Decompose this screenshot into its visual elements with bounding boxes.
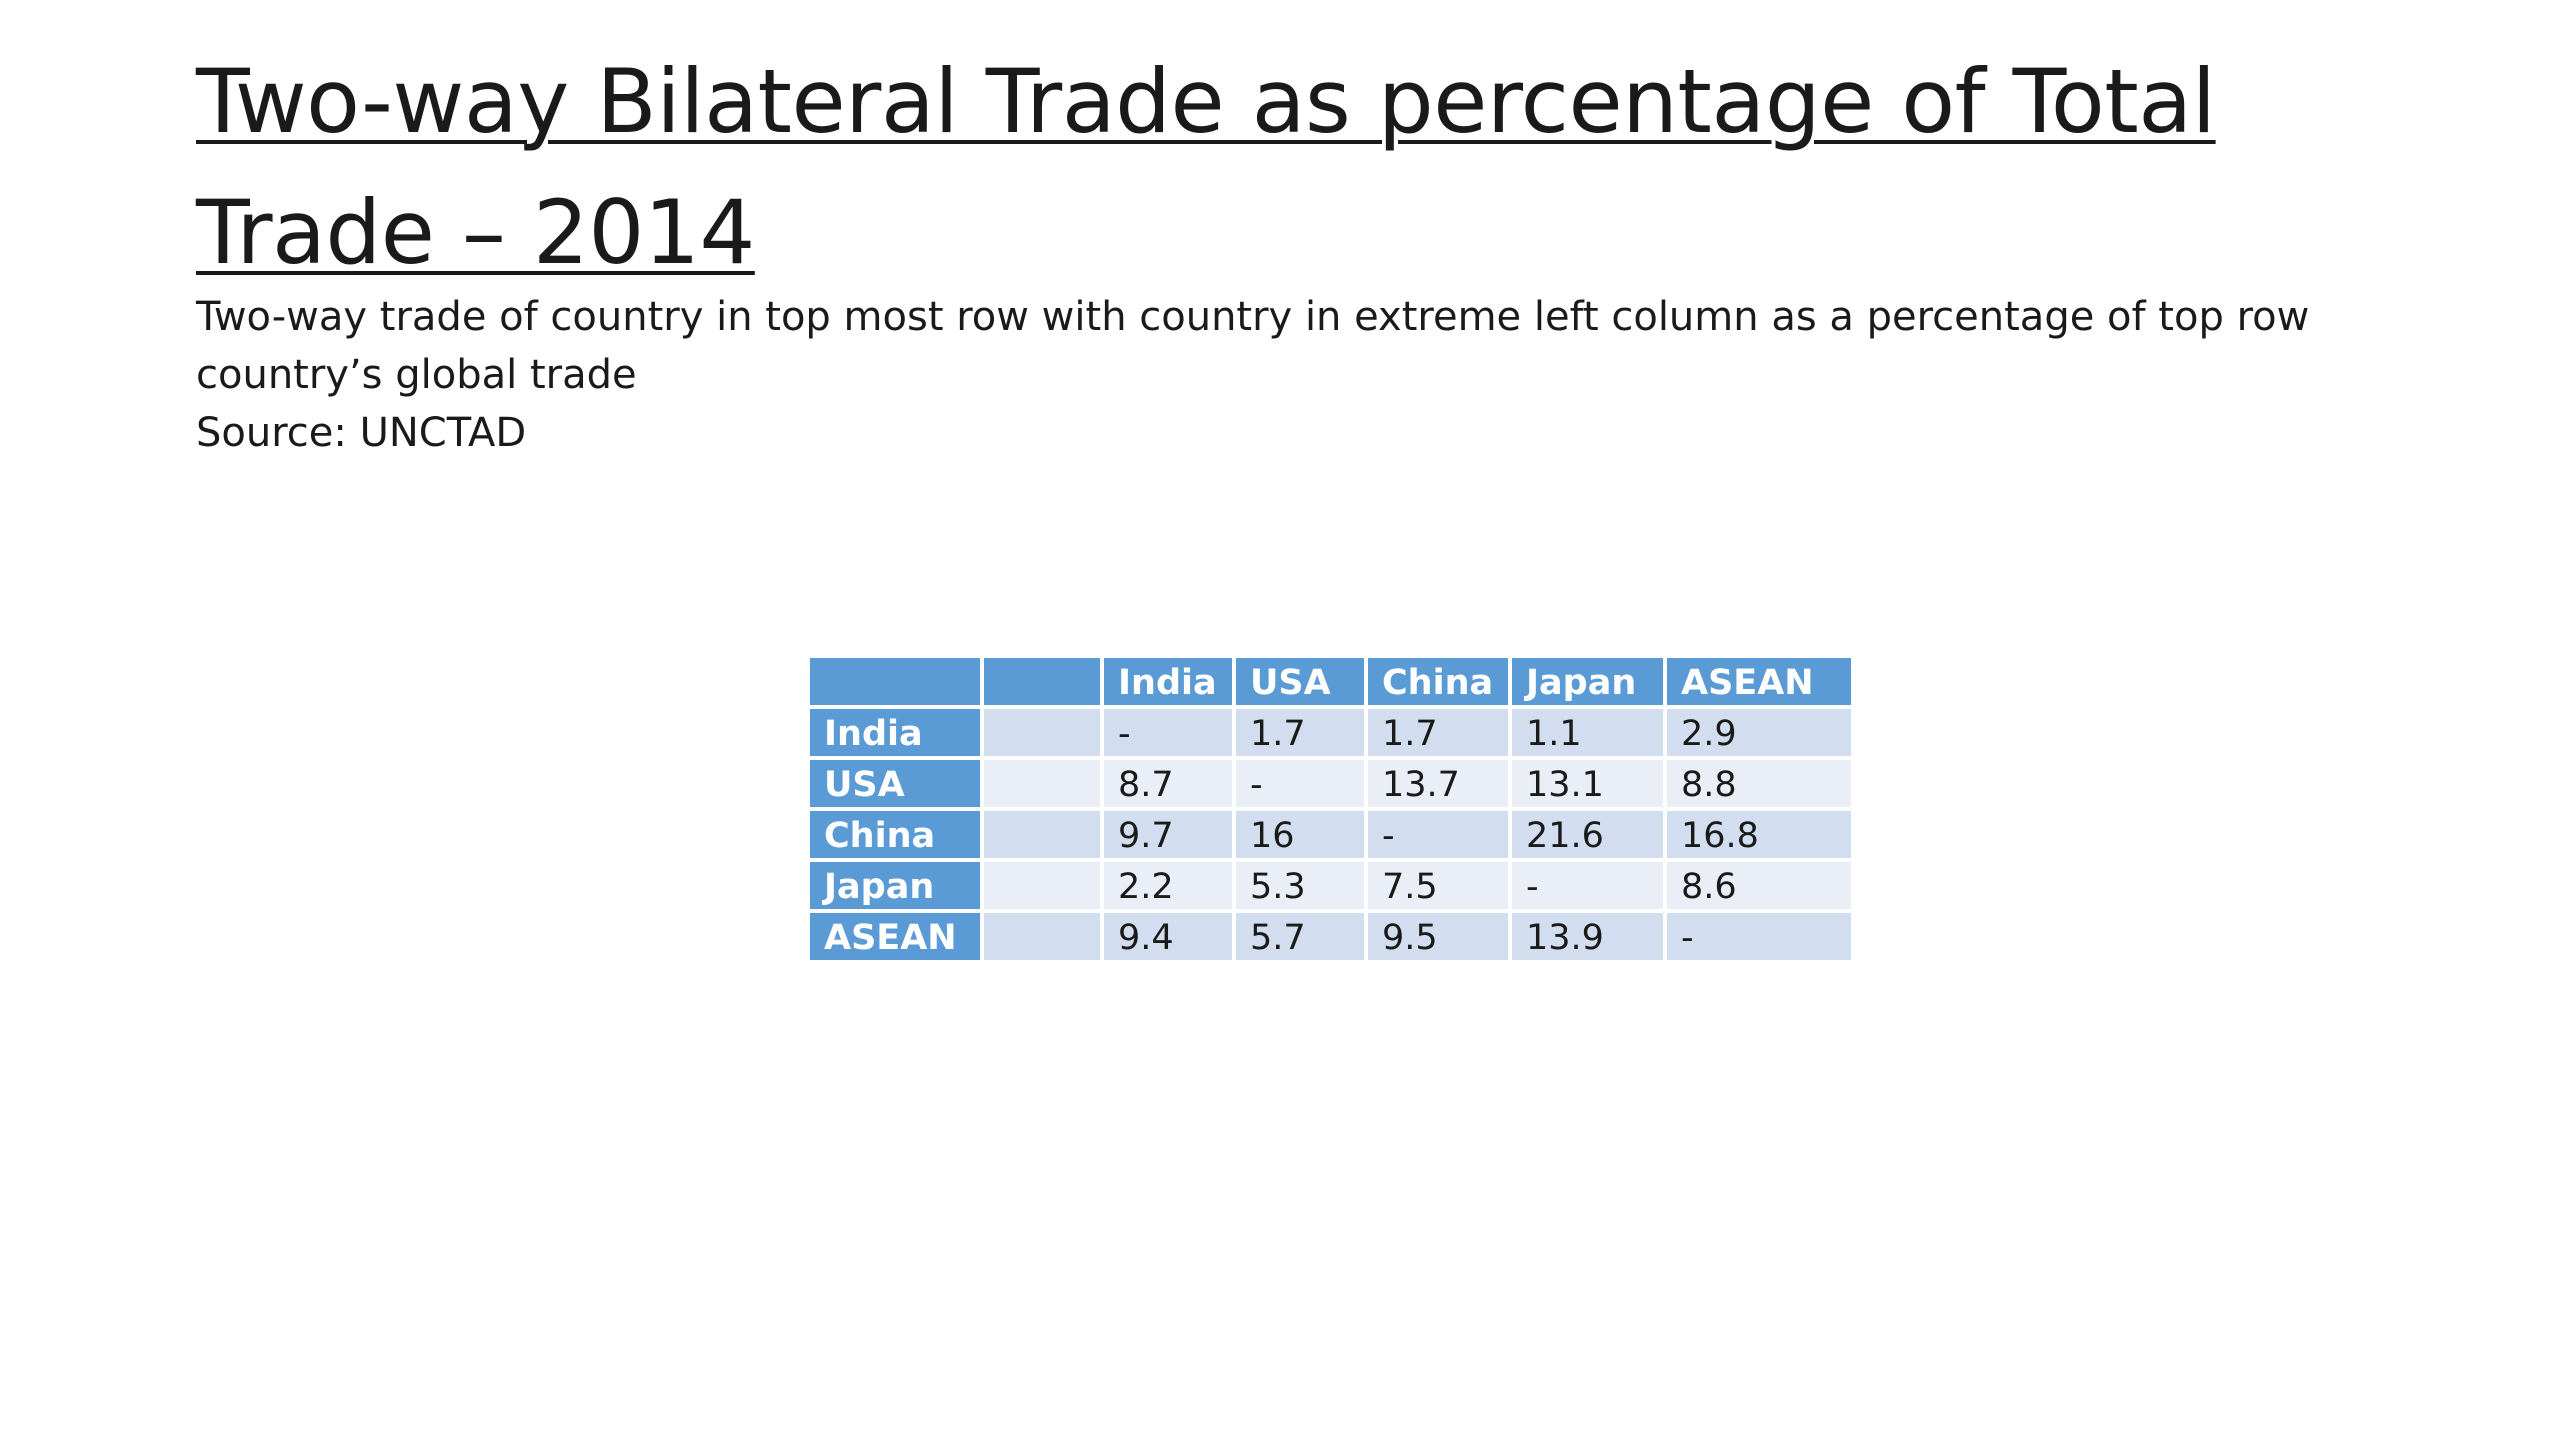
slide-title-line-2: Trade – 2014 bbox=[196, 181, 755, 284]
table-cell: 9.5 bbox=[1368, 913, 1508, 960]
description-line-2: country’s global trade bbox=[196, 352, 637, 398]
table-cell: 16 bbox=[1236, 811, 1364, 858]
table-cell: - bbox=[1512, 862, 1663, 909]
table-row-india: India - 1.7 1.7 1.1 2.9 bbox=[810, 709, 1851, 756]
header-cell-usa: USA bbox=[1236, 658, 1364, 705]
table-cell: 1.7 bbox=[1236, 709, 1364, 756]
header-cell-asean: ASEAN bbox=[1667, 658, 1851, 705]
table-cell: 1.1 bbox=[1512, 709, 1663, 756]
table-cell bbox=[984, 811, 1100, 858]
table-row-asean: ASEAN 9.4 5.7 9.5 13.9 - bbox=[810, 913, 1851, 960]
header-cell-corner bbox=[810, 658, 980, 705]
table-cell bbox=[984, 709, 1100, 756]
table-cell: - bbox=[1104, 709, 1232, 756]
row-label: USA bbox=[810, 760, 980, 807]
table-cell: - bbox=[1667, 913, 1851, 960]
description-line-1: Two-way trade of country in top most row… bbox=[196, 294, 2310, 340]
table-cell: 8.6 bbox=[1667, 862, 1851, 909]
table-cell: 9.7 bbox=[1104, 811, 1232, 858]
table-row-china: China 9.7 16 - 21.6 16.8 bbox=[810, 811, 1851, 858]
table-cell: 2.2 bbox=[1104, 862, 1232, 909]
row-label: China bbox=[810, 811, 980, 858]
header-cell-blank bbox=[984, 658, 1100, 705]
table-cell: 8.8 bbox=[1667, 760, 1851, 807]
table-cell: 9.4 bbox=[1104, 913, 1232, 960]
table-cell: 13.9 bbox=[1512, 913, 1663, 960]
table-cell bbox=[984, 913, 1100, 960]
slide-description: Two-way trade of country in top most row… bbox=[196, 288, 2396, 462]
header-cell-china: China bbox=[1368, 658, 1508, 705]
table-row-usa: USA 8.7 - 13.7 13.1 8.8 bbox=[810, 760, 1851, 807]
table-header-row: India USA China Japan ASEAN bbox=[810, 658, 1851, 705]
source-note: Source: UNCTAD bbox=[196, 410, 527, 456]
row-label: Japan bbox=[810, 862, 980, 909]
table-cell: 7.5 bbox=[1368, 862, 1508, 909]
header-cell-india: India bbox=[1104, 658, 1232, 705]
table-cell: 5.3 bbox=[1236, 862, 1364, 909]
table-cell: 21.6 bbox=[1512, 811, 1663, 858]
table-cell bbox=[984, 760, 1100, 807]
table-cell: 13.7 bbox=[1368, 760, 1508, 807]
slide-title-line-1: Two-way Bilateral Trade as percentage of… bbox=[196, 50, 2216, 153]
table-row-japan: Japan 2.2 5.3 7.5 - 8.6 bbox=[810, 862, 1851, 909]
row-label: India bbox=[810, 709, 980, 756]
trade-table: India USA China Japan ASEAN India - 1.7 … bbox=[806, 654, 1855, 964]
table-cell: 1.7 bbox=[1368, 709, 1508, 756]
row-label: ASEAN bbox=[810, 913, 980, 960]
slide-title: Two-way Bilateral Trade as percentage of… bbox=[196, 36, 2396, 298]
table-cell: - bbox=[1236, 760, 1364, 807]
table-cell: 16.8 bbox=[1667, 811, 1851, 858]
table-cell: 5.7 bbox=[1236, 913, 1364, 960]
table-cell bbox=[984, 862, 1100, 909]
table-cell: 8.7 bbox=[1104, 760, 1232, 807]
header-cell-japan: Japan bbox=[1512, 658, 1663, 705]
table-cell: 13.1 bbox=[1512, 760, 1663, 807]
table-cell: 2.9 bbox=[1667, 709, 1851, 756]
table-cell: - bbox=[1368, 811, 1508, 858]
